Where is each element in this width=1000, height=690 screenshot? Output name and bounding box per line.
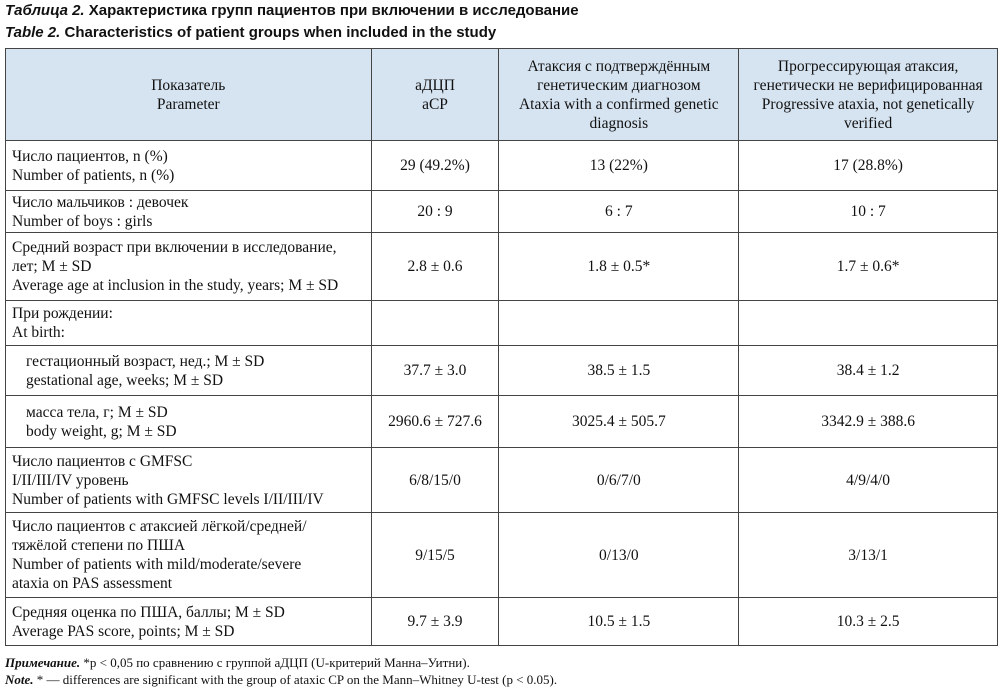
value-cell: 6 : 7 bbox=[498, 190, 740, 233]
cell-line: генетическим диагнозом bbox=[537, 76, 701, 94]
note-en: Note. * — differences are significant wi… bbox=[5, 672, 557, 688]
row-label: Средняя оценка по ПША, баллы; M ± SD Aver… bbox=[5, 597, 372, 646]
caption-label: Table 2. bbox=[5, 24, 61, 41]
caption-ru: Таблица 2. Характеристика групп пациенто… bbox=[5, 2, 579, 19]
value-cell: 10 : 7 bbox=[738, 190, 998, 233]
cell-line: Число пациентов с GMFSC bbox=[12, 452, 193, 470]
cell-line: Number of patients, n (%) bbox=[12, 166, 175, 184]
table-row: Средняя оценка по ПША, баллы; M ± SD Aver… bbox=[5, 597, 998, 646]
cell-line: генетически не верифицированная bbox=[753, 76, 983, 94]
cell-line: Number of patients with mild/moderate/se… bbox=[12, 556, 302, 573]
value-cell: 3025.4 ± 505.7 bbox=[498, 395, 740, 448]
cell-line: Number of boys : girls bbox=[12, 212, 153, 230]
note-text: *p < 0,05 по сравнению с группой аДЦП (U… bbox=[83, 655, 470, 670]
value-cell: 3342.9 ± 388.6 bbox=[738, 395, 998, 448]
cell-line: При рождении: bbox=[12, 305, 113, 322]
cell-line: Число пациентов, n (%) bbox=[12, 147, 168, 165]
table-row: гестационный возраст, нед.; M ± SD gestat… bbox=[5, 345, 998, 396]
caption-text: Характеристика групп пациентов при включ… bbox=[88, 2, 579, 19]
row-label: Число мальчиков : девочек Number of boys … bbox=[5, 190, 372, 233]
cell-line: Средний возраст при включении в исследов… bbox=[12, 239, 337, 256]
cell-line: тяжёлой степени по ПША bbox=[12, 537, 186, 554]
cell-line: аДЦП bbox=[415, 76, 455, 94]
note-label: Note. bbox=[5, 672, 34, 687]
value-cell: 17 (28.8%) bbox=[738, 140, 998, 191]
cell-line: Average PAS score, points; M ± SD bbox=[12, 622, 235, 640]
cell-line: verified bbox=[844, 114, 893, 132]
value-cell: 0/6/7/0 bbox=[498, 447, 740, 513]
cell-line: Parameter bbox=[156, 95, 220, 113]
value-cell: 10.5 ± 1.5 bbox=[498, 597, 740, 646]
value-cell: 6/8/15/0 bbox=[370, 447, 500, 513]
value-cell: 2960.6 ± 727.6 bbox=[370, 395, 500, 448]
cell-line: Число пациентов с атаксией лёгкой/средне… bbox=[12, 518, 307, 535]
table-row: Число пациентов с GMFSC I/II/III/IV урове… bbox=[5, 447, 998, 513]
table-row: масса тела, г; M ± SD body weight, g; M ±… bbox=[5, 395, 998, 448]
cell-line: Ataxia with a confirmed genetic bbox=[518, 95, 719, 113]
cell-line: масса тела, г; M ± SD bbox=[26, 403, 168, 421]
value-cell: 38.4 ± 1.2 bbox=[738, 345, 998, 396]
cell-line: гестационный возраст, нед.; M ± SD bbox=[26, 352, 265, 370]
value-cell: 9.7 ± 3.9 bbox=[370, 597, 500, 646]
row-label: гестационный возраст, нед.; M ± SD gestat… bbox=[5, 345, 372, 396]
cell-line: Показатель bbox=[151, 76, 226, 94]
table: Показатель Parameter аДЦП aCP Атаксия с подт… bbox=[5, 48, 998, 646]
value-cell: 20 : 9 bbox=[370, 190, 500, 233]
row-label: Число пациентов, n (%) Number of patients… bbox=[5, 140, 372, 191]
caption-text: Characteristics of patient groups when i… bbox=[64, 24, 497, 41]
cell-line: Number of patients with GMFSC levels I/I… bbox=[12, 490, 324, 508]
header-cell: Показатель Parameter bbox=[5, 48, 372, 141]
value-cell: 1.8 ± 0.5* bbox=[498, 232, 740, 301]
value-cell: 38.5 ± 1.5 bbox=[498, 345, 740, 396]
header-cell: Атаксия с подтверждённым генетическим диа… bbox=[498, 48, 740, 141]
empty-cell bbox=[738, 300, 998, 346]
cell-line: Средняя оценка по ПША, баллы; M ± SD bbox=[12, 603, 285, 621]
header-cell: Прогрессирующая атаксия, генетически не в… bbox=[738, 48, 998, 141]
value-cell: 37.7 ± 3.0 bbox=[370, 345, 500, 396]
value-cell: 2.8 ± 0.6 bbox=[370, 232, 500, 301]
cell-line: I/II/III/IV уровень bbox=[12, 471, 129, 489]
cell-line: At birth: bbox=[12, 324, 65, 341]
row-label: При рождении: At birth: bbox=[5, 300, 372, 346]
empty-cell bbox=[498, 300, 740, 346]
value-cell: 10.3 ± 2.5 bbox=[738, 597, 998, 646]
cell-line: aCP bbox=[422, 95, 448, 113]
cell-line: ataxia on PAS assessment bbox=[12, 575, 173, 592]
row-label: Средний возраст при включении в исследов… bbox=[5, 232, 372, 301]
caption-label: Таблица 2. bbox=[5, 2, 85, 19]
cell-line: diagnosis bbox=[589, 114, 649, 132]
cell-line: Атаксия с подтверждённым bbox=[527, 57, 711, 75]
value-cell: 4/9/4/0 bbox=[738, 447, 998, 513]
note-text: * — differences are significant with the… bbox=[36, 672, 558, 687]
table-row: При рождении: At birth: bbox=[5, 300, 998, 346]
value-cell: 29 (49.2%) bbox=[370, 140, 500, 191]
table-row: Число пациентов с атаксией лёгкой/средне… bbox=[5, 512, 998, 598]
value-cell: 13 (22%) bbox=[498, 140, 740, 191]
cell-line: Прогрессирующая атаксия, bbox=[777, 57, 959, 75]
value-cell: 9/15/5 bbox=[370, 512, 500, 598]
header-cell: аДЦП aCP bbox=[370, 48, 500, 141]
cell-line: body weight, g; M ± SD bbox=[26, 422, 177, 440]
table-row: Число пациентов, n (%) Number of patients… bbox=[5, 140, 998, 191]
cell-line: Число мальчиков : девочек bbox=[12, 193, 189, 211]
value-cell: 0/13/0 bbox=[498, 512, 740, 598]
table-row: Средний возраст при включении в исследов… bbox=[5, 232, 998, 301]
caption-en: Table 2. Characteristics of patient grou… bbox=[5, 24, 496, 41]
cell-line: Average age at inclusion in the study, y… bbox=[12, 277, 339, 294]
cell-line: gestational age, weeks; M ± SD bbox=[26, 371, 224, 389]
value-cell: 1.7 ± 0.6* bbox=[738, 232, 998, 301]
cell-line: лет; M ± SD bbox=[12, 258, 92, 275]
row-label: Число пациентов с атаксией лёгкой/средне… bbox=[5, 512, 372, 598]
note-label: Примечание. bbox=[5, 655, 81, 670]
table-row: Число мальчиков : девочек Number of boys … bbox=[5, 190, 998, 233]
row-label: Число пациентов с GMFSC I/II/III/IV урове… bbox=[5, 447, 372, 513]
note-ru: Примечание. *p < 0,05 по сравнению с гру… bbox=[5, 655, 470, 671]
cell-line: Progressive ataxia, not genetically bbox=[761, 95, 975, 113]
header-row: Показатель Parameter аДЦП aCP Атаксия с подт… bbox=[5, 48, 998, 141]
value-cell: 3/13/1 bbox=[738, 512, 998, 598]
row-label: масса тела, г; M ± SD body weight, g; M ±… bbox=[5, 395, 372, 448]
empty-cell bbox=[370, 300, 500, 346]
